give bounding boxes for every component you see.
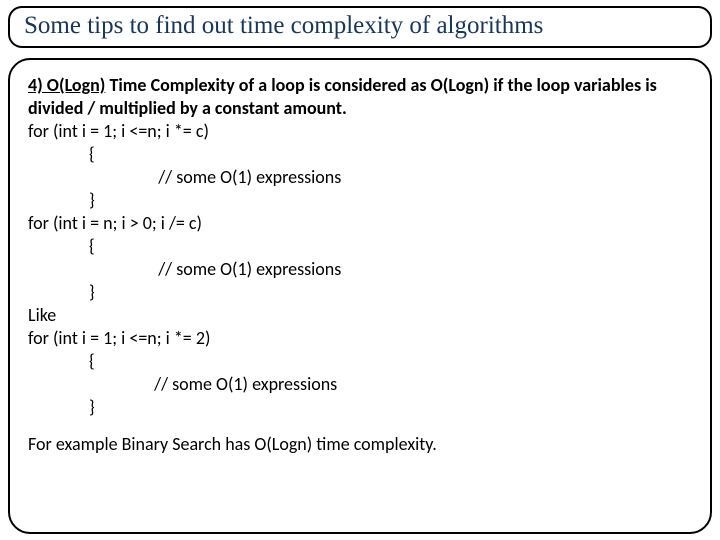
code-example-3-line-3: // some O(1) expressions [28,373,692,396]
code-example-1-line-4: } [28,189,692,212]
content-container: 4) O(Logn) Time Complexity of a loop is … [8,58,712,534]
code-example-1-line-2: { [28,143,692,166]
title-container: Some tips to find out time complexity of… [8,6,712,48]
code-example-2-line-3: // some O(1) expressions [28,258,692,281]
code-example-2-line-2: { [28,235,692,258]
code-example-3-line-2: { [28,350,692,373]
lead-paragraph: 4) O(Logn) Time Complexity of a loop is … [28,74,692,120]
like-text: Like [28,304,692,327]
lead-rest-text: Time Complexity of a loop is considered … [28,74,657,119]
page-title: Some tips to find out time complexity of… [24,12,696,40]
code-example-3-line-1: for (int i = 1; i <=n; i *= 2) [28,327,692,350]
code-example-3-line-4: } [28,396,692,419]
code-example-2-line-1: for (int i = n; i > 0; i /= c) [28,212,692,235]
code-example-1-line-3: // some O(1) expressions [28,166,692,189]
code-example-1-line-1: for (int i = 1; i <=n; i *= c) [28,120,692,143]
footer-paragraph: For example Binary Search has O(Logn) ti… [28,433,692,456]
spacer [28,419,692,433]
code-example-2-line-4: } [28,281,692,304]
lead-prefix-bold: 4) O(Logn) [28,74,105,96]
